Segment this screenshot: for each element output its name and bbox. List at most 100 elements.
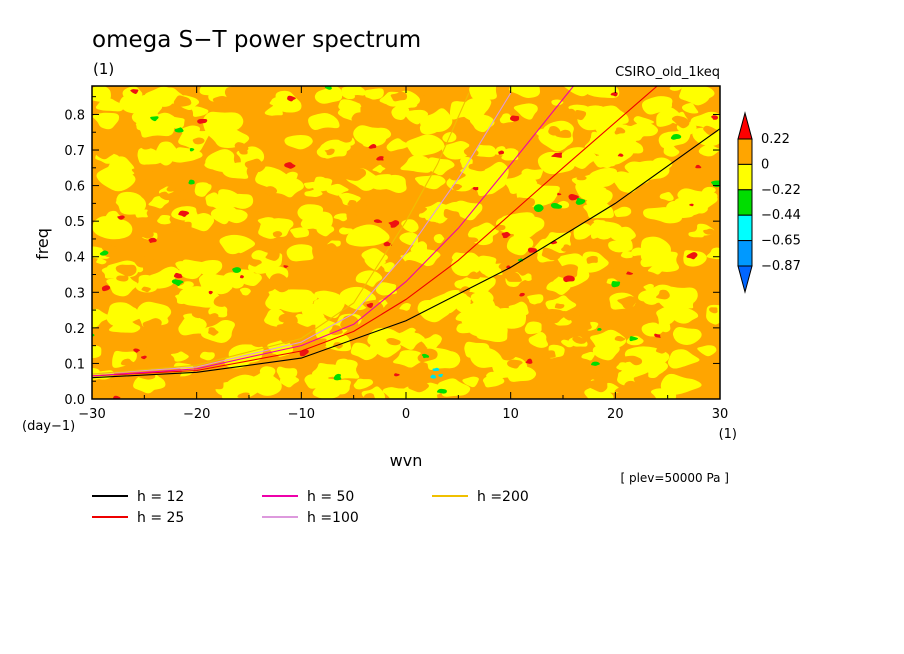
field-peak xyxy=(509,115,520,122)
field-patch xyxy=(402,260,427,275)
field-peak xyxy=(568,193,580,201)
field-peak xyxy=(525,358,533,364)
field-patch xyxy=(624,380,640,389)
field-patch xyxy=(101,266,119,279)
field-peak xyxy=(527,247,538,253)
field-patch xyxy=(581,351,595,361)
series-line-3 xyxy=(92,86,574,377)
field-patch xyxy=(269,273,288,286)
legend-label: h =100 xyxy=(307,510,359,526)
field-patch xyxy=(647,263,665,275)
field-patch xyxy=(313,297,346,319)
colorbar: 0.22 0 −0.22 −0.44 −0.65 −0.87 xyxy=(737,111,801,294)
y-tick-label: 0.3 xyxy=(64,286,85,301)
field-patch xyxy=(501,351,517,361)
y-tick-label: 0.4 xyxy=(64,251,85,266)
field-patch xyxy=(390,91,408,102)
field-patch xyxy=(433,234,445,244)
field-patch xyxy=(204,260,216,268)
field-peak xyxy=(519,292,525,297)
field-patch xyxy=(276,366,298,379)
field-patch xyxy=(417,299,451,323)
field-patch xyxy=(372,164,386,173)
colorbar-label: −0.22 xyxy=(761,183,801,198)
legend-label: h =200 xyxy=(477,489,529,505)
field-patch xyxy=(655,289,670,300)
field-patch xyxy=(173,95,192,107)
dispersion-curves xyxy=(92,86,720,379)
field-low xyxy=(99,250,109,256)
field-patch xyxy=(120,307,137,319)
field-patch xyxy=(311,363,341,379)
field-low xyxy=(436,388,447,394)
field-patch xyxy=(495,224,506,231)
field-patch xyxy=(224,353,251,369)
legend: h = 12 h = 25 h = 50 h =100 h =200 xyxy=(92,489,529,526)
field-low xyxy=(611,280,621,288)
field-patch xyxy=(462,237,479,244)
field-peak xyxy=(472,186,479,191)
field-patch xyxy=(279,289,318,312)
field-patch xyxy=(554,303,565,309)
field-peak xyxy=(617,153,624,157)
field-patch xyxy=(614,387,625,394)
y-tick-label: 0.1 xyxy=(64,357,85,372)
field-patch xyxy=(350,342,378,361)
field-patch xyxy=(541,247,561,261)
colorbar-label: −0.44 xyxy=(761,208,801,223)
field-patch xyxy=(92,112,120,130)
field-patch xyxy=(157,214,171,225)
units-label: (1) xyxy=(93,60,114,78)
field-patch xyxy=(257,217,275,229)
field-patch xyxy=(641,96,673,115)
field-patch xyxy=(263,186,278,196)
field-patch xyxy=(239,287,251,296)
field-patch xyxy=(420,108,453,132)
field-patch xyxy=(364,255,386,271)
field-patch xyxy=(194,182,212,197)
field-patch xyxy=(414,187,426,197)
field-low xyxy=(324,86,332,90)
field-patch xyxy=(616,172,642,191)
field-patch xyxy=(456,323,472,334)
field-patch xyxy=(681,103,699,114)
field-patch xyxy=(221,162,249,179)
colorbar-segment xyxy=(737,189,753,216)
field-patch xyxy=(120,358,136,367)
field-patch xyxy=(672,326,702,346)
field-patch xyxy=(542,308,567,324)
field-patch xyxy=(464,341,490,358)
field-patch xyxy=(115,264,137,277)
field-patch xyxy=(425,220,439,229)
field-patch xyxy=(339,227,354,235)
field-peak xyxy=(133,348,141,353)
field-patch xyxy=(254,381,267,389)
field-patch xyxy=(614,335,626,342)
field-patch xyxy=(201,275,232,295)
field-patch xyxy=(617,296,637,310)
field-patch xyxy=(96,164,136,192)
field-patch xyxy=(300,211,333,230)
field-patch xyxy=(180,125,201,138)
field-patch xyxy=(386,337,401,346)
field-peak xyxy=(497,150,505,155)
field-patch xyxy=(688,229,704,238)
legend-label: h = 50 xyxy=(307,489,354,505)
x-tick-label: −10 xyxy=(288,407,315,422)
field-patch xyxy=(554,264,579,279)
field-patch xyxy=(595,105,629,124)
field-patch xyxy=(459,286,471,294)
field-patch xyxy=(340,88,356,100)
field-patch xyxy=(231,252,243,260)
field-patch xyxy=(703,228,715,235)
field-patch xyxy=(116,191,145,215)
field-patch xyxy=(663,286,698,307)
field-peak xyxy=(686,252,698,260)
field-patch xyxy=(514,140,533,152)
field-patch xyxy=(142,318,162,331)
field-peak xyxy=(394,373,400,377)
field-patch xyxy=(392,327,425,350)
field-peak xyxy=(368,144,377,149)
field-peak xyxy=(101,285,111,292)
field-patch xyxy=(546,86,565,97)
